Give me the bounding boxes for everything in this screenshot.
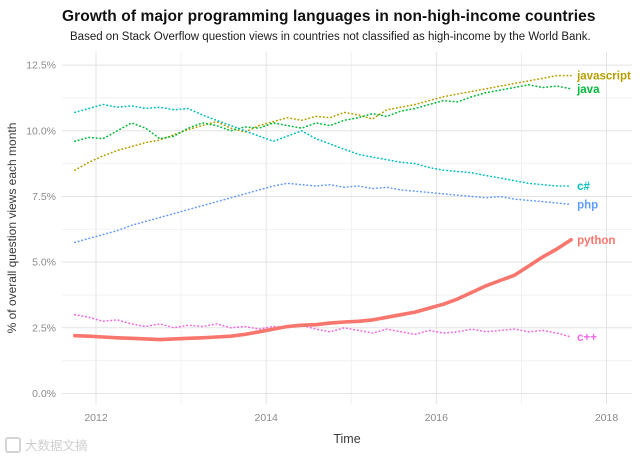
x-tick-label: 2014 <box>255 412 279 424</box>
y-tick-label: 10.0% <box>26 125 56 137</box>
series-line-python <box>73 238 573 342</box>
chart-subtitle: Based on Stack Overflow question views i… <box>70 31 591 43</box>
series-label-java: java <box>576 84 600 96</box>
y-tick-label: 2.5% <box>32 322 56 334</box>
x-tick-label: 2016 <box>425 412 449 424</box>
series-label-c++: c++ <box>577 332 597 344</box>
y-tick-label: 0.0% <box>32 388 56 400</box>
series-line-javascript <box>74 74 572 171</box>
series-line-c# <box>74 103 572 187</box>
y-tick-label: 12.5% <box>26 60 56 72</box>
y-tick-label: 5.0% <box>32 257 56 269</box>
chart-title: Growth of major programming languages in… <box>62 8 596 25</box>
x-tick-label: 2018 <box>595 412 619 424</box>
series-label-javascript: javascript <box>576 71 631 83</box>
x-tick-label: 2012 <box>84 412 108 424</box>
series-label-python: python <box>577 235 615 247</box>
watermark: 大数据文摘 <box>5 435 88 454</box>
series-line-php <box>74 182 572 244</box>
series-label-php: php <box>577 199 598 211</box>
series-label-c#: c# <box>577 181 590 193</box>
watermark-text: 大数据文摘 <box>25 439 88 453</box>
series-line-java <box>74 84 572 143</box>
y-axis-title: % of overall question views each month <box>5 123 19 334</box>
watermark-logo-icon <box>5 436 21 453</box>
series-line-c++ <box>74 313 572 338</box>
x-axis-title: Time <box>333 432 360 446</box>
y-tick-label: 7.5% <box>32 191 56 203</box>
